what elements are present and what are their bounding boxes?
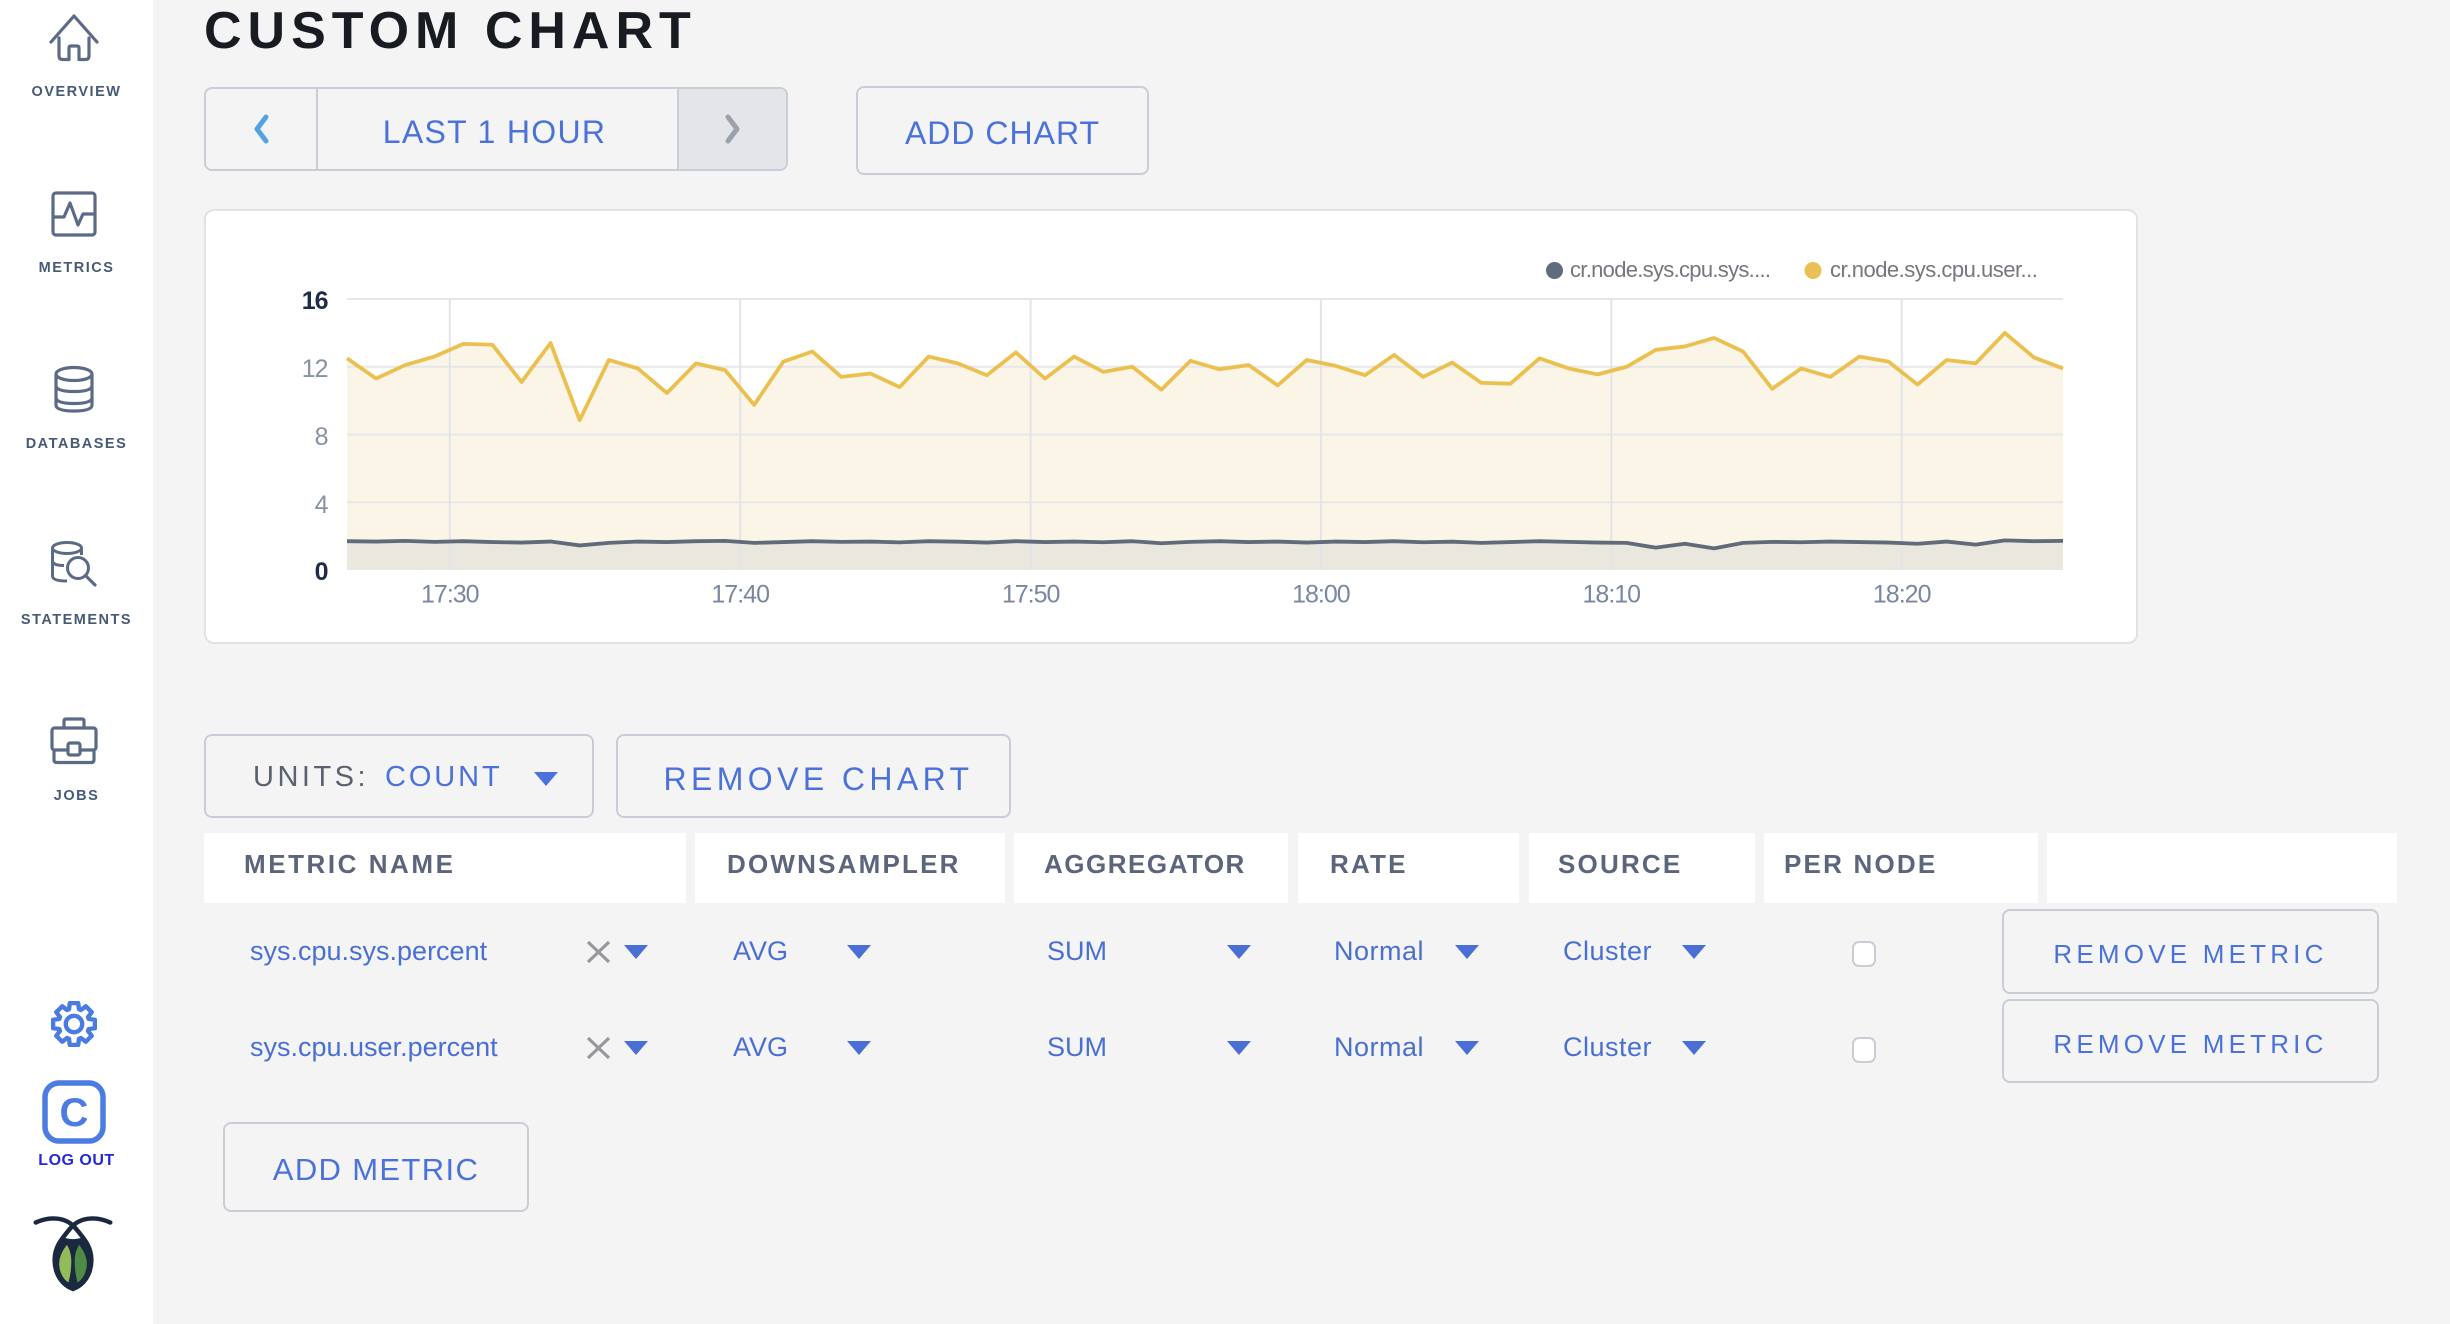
- svg-text:17:40: 17:40: [711, 581, 769, 609]
- svg-text:18:00: 18:00: [1292, 581, 1350, 609]
- svg-text:12: 12: [302, 355, 328, 383]
- svg-text:18:10: 18:10: [1583, 581, 1641, 609]
- svg-text:18:20: 18:20: [1873, 581, 1931, 609]
- svg-text:4: 4: [315, 491, 329, 519]
- svg-text:17:30: 17:30: [421, 581, 479, 609]
- svg-text:17:50: 17:50: [1002, 581, 1060, 609]
- svg-text:cr.node.sys.cpu.user...: cr.node.sys.cpu.user...: [1830, 257, 2037, 282]
- svg-text:C: C: [60, 1091, 89, 1135]
- svg-text:cr.node.sys.cpu.sys....: cr.node.sys.cpu.sys....: [1570, 257, 1770, 282]
- svg-text:8: 8: [315, 423, 328, 451]
- svg-text:16: 16: [302, 287, 328, 315]
- svg-text:0: 0: [315, 558, 328, 586]
